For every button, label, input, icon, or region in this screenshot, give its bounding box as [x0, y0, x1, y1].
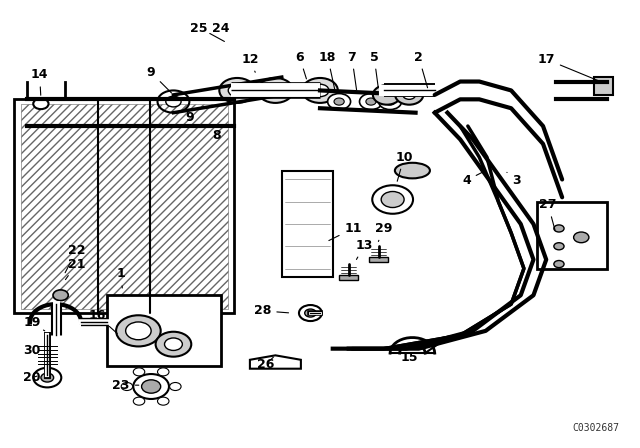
- Circle shape: [166, 96, 181, 107]
- Text: 26: 26: [257, 357, 275, 371]
- Circle shape: [33, 99, 49, 109]
- Text: 24: 24: [212, 22, 230, 35]
- Circle shape: [157, 397, 169, 405]
- Circle shape: [372, 185, 413, 214]
- Circle shape: [573, 232, 589, 243]
- Bar: [282, 171, 333, 277]
- Circle shape: [266, 84, 284, 97]
- Text: 10: 10: [396, 151, 413, 181]
- Circle shape: [121, 383, 132, 391]
- Text: 17: 17: [538, 53, 598, 81]
- Bar: [594, 77, 613, 95]
- Text: 30: 30: [23, 345, 41, 358]
- Text: 8: 8: [212, 126, 225, 142]
- Circle shape: [302, 78, 338, 103]
- Circle shape: [554, 243, 564, 250]
- Text: 22: 22: [65, 244, 85, 273]
- Circle shape: [366, 98, 376, 105]
- Circle shape: [228, 84, 246, 97]
- Text: 18: 18: [319, 51, 337, 92]
- Circle shape: [373, 85, 401, 105]
- Bar: [14, 99, 234, 313]
- Circle shape: [133, 374, 169, 399]
- Text: 14: 14: [31, 69, 49, 95]
- Circle shape: [360, 94, 383, 110]
- Circle shape: [379, 94, 401, 110]
- Circle shape: [299, 305, 322, 321]
- Bar: [106, 295, 221, 366]
- Bar: [537, 202, 607, 268]
- Text: 12: 12: [241, 53, 259, 72]
- Text: 19: 19: [23, 316, 45, 331]
- Circle shape: [305, 309, 316, 317]
- Text: 2: 2: [414, 51, 428, 88]
- Ellipse shape: [395, 163, 430, 178]
- Circle shape: [164, 338, 182, 350]
- Bar: [369, 258, 388, 262]
- Circle shape: [133, 397, 145, 405]
- Bar: [20, 104, 228, 309]
- Text: 23: 23: [113, 379, 139, 392]
- Circle shape: [156, 332, 191, 357]
- Circle shape: [170, 383, 181, 391]
- Text: 5: 5: [370, 51, 378, 88]
- Circle shape: [334, 98, 344, 105]
- Bar: [339, 275, 358, 280]
- Text: 13: 13: [356, 239, 373, 259]
- Text: 25: 25: [190, 22, 207, 35]
- Text: 28: 28: [254, 304, 289, 317]
- Text: 7: 7: [348, 51, 356, 90]
- Circle shape: [554, 260, 564, 267]
- Circle shape: [116, 315, 161, 346]
- Circle shape: [41, 373, 54, 382]
- Text: 3: 3: [507, 172, 520, 187]
- Text: 4: 4: [462, 172, 483, 187]
- Text: 20: 20: [23, 371, 41, 384]
- Circle shape: [133, 368, 145, 376]
- Text: 11: 11: [329, 222, 362, 241]
- Text: 9: 9: [185, 111, 194, 124]
- Text: 21: 21: [65, 258, 85, 280]
- Text: 15: 15: [401, 346, 418, 364]
- Circle shape: [385, 98, 395, 105]
- Circle shape: [125, 322, 151, 340]
- Circle shape: [141, 380, 161, 393]
- Circle shape: [311, 84, 329, 97]
- Text: C0302687: C0302687: [573, 423, 620, 433]
- Circle shape: [381, 191, 404, 207]
- Text: 1: 1: [117, 267, 125, 288]
- Text: 16: 16: [88, 309, 117, 333]
- Polygon shape: [250, 355, 301, 369]
- Circle shape: [403, 90, 415, 99]
- Text: 9: 9: [147, 66, 172, 93]
- Circle shape: [395, 85, 423, 105]
- Text: 6: 6: [295, 51, 307, 79]
- Circle shape: [554, 225, 564, 232]
- Circle shape: [157, 368, 169, 376]
- Text: 29: 29: [375, 222, 392, 241]
- Text: 27: 27: [540, 198, 557, 230]
- Circle shape: [33, 368, 61, 388]
- Circle shape: [257, 78, 293, 103]
- Circle shape: [53, 290, 68, 301]
- Circle shape: [220, 78, 255, 103]
- Circle shape: [328, 94, 351, 110]
